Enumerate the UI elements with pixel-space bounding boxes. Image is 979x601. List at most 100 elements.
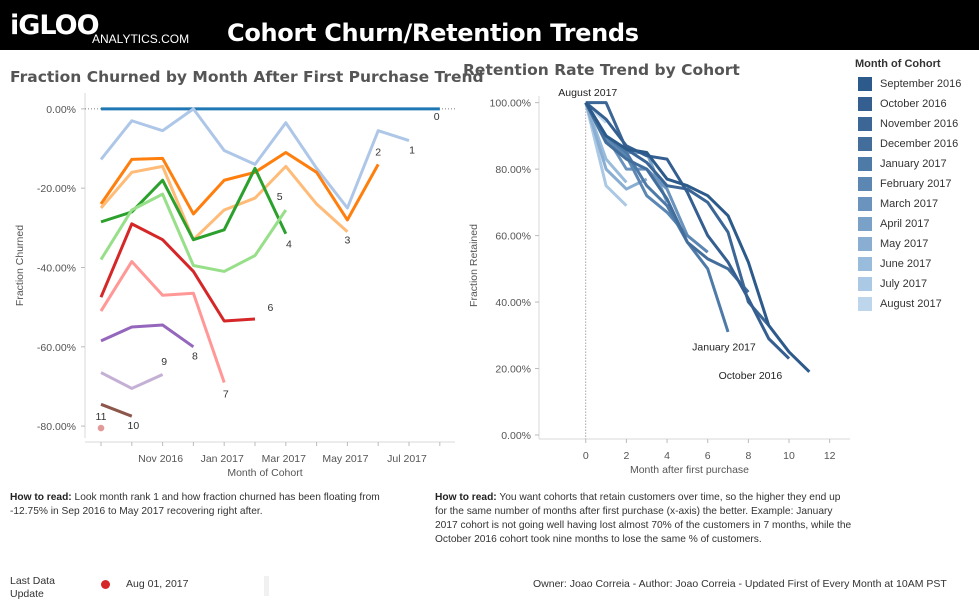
footer-credits: Owner: Joao Correia - Author: Joao Corre… <box>533 578 947 590</box>
y-tick-label: 0.00% <box>46 104 76 116</box>
series-end-label: 2 <box>375 147 381 159</box>
y-tick-label: 20.00% <box>495 364 531 376</box>
legend-swatch <box>858 297 872 311</box>
howto-left-label: How to read: <box>10 492 72 503</box>
series-end-label: 6 <box>267 302 273 314</box>
series-line-rank-10[interactable] <box>100 402 133 418</box>
series-end-label: 11 <box>96 411 107 423</box>
y-tick-label: 40.00% <box>495 297 531 309</box>
status-dot-icon <box>101 580 110 589</box>
series-point-rank-11[interactable] <box>97 424 105 432</box>
legend-item[interactable]: February 2017 <box>855 174 979 194</box>
series-line-rank-9[interactable] <box>100 371 164 390</box>
legend-label: August 2017 <box>880 298 942 310</box>
series-end-label: 4 <box>286 239 292 251</box>
footer-divider <box>264 576 269 596</box>
x-tick-label: 0 <box>583 450 589 462</box>
legend-item[interactable]: November 2016 <box>855 114 979 134</box>
series-end-label: 1 <box>409 145 415 157</box>
legend-item[interactable]: December 2016 <box>855 134 979 154</box>
series-end-label: 3 <box>344 235 350 247</box>
owner-label: Owner: <box>533 578 567 590</box>
legend-item[interactable]: July 2017 <box>855 274 979 294</box>
legend-label: January 2017 <box>880 158 947 170</box>
series-end-label: 5 <box>277 191 283 203</box>
legend-item[interactable]: January 2017 <box>855 154 979 174</box>
legend-label: February 2017 <box>880 178 952 190</box>
legend-item[interactable]: April 2017 <box>855 214 979 234</box>
cohort-line[interactable] <box>584 101 709 254</box>
cohort-line[interactable] <box>584 102 648 191</box>
x-tick-label: Nov 2016 <box>138 453 183 465</box>
x-tick-label: May 2017 <box>322 453 368 465</box>
series-end-label: 7 <box>223 389 229 401</box>
y-tick-label: 80.00% <box>495 164 531 176</box>
cohort-line[interactable] <box>585 101 770 327</box>
cohort-annotation: January 2017 <box>692 341 756 353</box>
legend-swatch <box>858 77 872 91</box>
legend-swatch <box>858 257 872 271</box>
churn-trend-chart[interactable]: 0.00% -20.00% -40.00% -60.00% -80.00% Nov 201… <box>0 88 460 488</box>
retention-trend-chart[interactable]: 0.00% 20.00% 40.00% 60.00% 80.00% 100.00% 0 2 4 6… <box>455 80 855 488</box>
cohort-line[interactable] <box>584 101 791 360</box>
legend-label: November 2016 <box>880 118 959 130</box>
y-axis-title: Fraction Churned <box>14 225 26 306</box>
legend-item[interactable]: September 2016 <box>855 74 979 94</box>
igloo-logo[interactable]: iGLOO <box>10 10 100 41</box>
howto-left-text: Look month rank 1 and how fraction churn… <box>10 492 380 517</box>
x-tick-label: 8 <box>745 450 751 462</box>
series-line-rank-3[interactable] <box>99 164 349 242</box>
legend-swatch <box>858 237 872 251</box>
legend-swatch <box>858 137 872 151</box>
legend-swatch <box>858 177 872 191</box>
howto-right-text: You want cohorts that retain customers o… <box>435 492 852 545</box>
y-tick-label: -80.00% <box>37 421 76 433</box>
x-tick-label: 10 <box>783 450 795 462</box>
legend-label: April 2017 <box>880 218 930 230</box>
cohort-line[interactable] <box>584 101 750 294</box>
cohort-annotation: October 2016 <box>719 370 783 382</box>
legend-swatch <box>858 97 872 111</box>
cohort-line[interactable] <box>584 101 811 373</box>
series-end-label: 8 <box>192 350 198 362</box>
x-tick-label: 12 <box>824 450 836 462</box>
legend-item[interactable]: May 2017 <box>855 234 979 254</box>
x-axis-title: Month after first purchase <box>630 464 749 476</box>
legend-swatch <box>858 277 872 291</box>
x-tick-label: Jan 2017 <box>201 453 244 465</box>
legend-label: March 2017 <box>880 198 939 210</box>
series-line-rank-5[interactable] <box>99 192 288 273</box>
legend-item[interactable]: August 2017 <box>855 294 979 314</box>
series-line-rank-7[interactable] <box>99 260 226 383</box>
cohort-line[interactable] <box>584 102 628 207</box>
legend-label: September 2016 <box>880 78 962 90</box>
legend-swatch <box>858 157 872 171</box>
legend-label: June 2017 <box>880 258 932 270</box>
series-end-label: 9 <box>161 356 167 368</box>
x-tick-label: Jul 2017 <box>387 453 427 465</box>
cohort-annotation: August 2017 <box>558 87 617 99</box>
y-tick-label: 0.00% <box>501 430 531 442</box>
x-tick-label: 4 <box>664 450 670 462</box>
y-tick-label: -20.00% <box>37 183 76 195</box>
owner-value: Joao Correia - <box>566 578 639 590</box>
series-end-label: 10 <box>127 420 139 432</box>
last-data-label: Last Data Update <box>10 575 55 600</box>
howto-left: How to read: Look month rank 1 and how f… <box>10 491 420 519</box>
legend-label: December 2016 <box>880 138 959 150</box>
y-tick-label: 100.00% <box>490 98 531 110</box>
legend-label: May 2017 <box>880 238 929 250</box>
howto-right: How to read: You want cohorts that retai… <box>435 491 855 547</box>
series-line-rank-1[interactable] <box>99 107 410 210</box>
legend-label: July 2017 <box>880 278 928 290</box>
dashboard-title: Cohort Churn/Retention Trends <box>227 19 639 47</box>
legend-item[interactable]: March 2017 <box>855 194 979 214</box>
series-line-rank-6[interactable] <box>99 222 256 323</box>
series-line-rank-2[interactable] <box>99 150 380 222</box>
legend-item[interactable]: June 2017 <box>855 254 979 274</box>
legend-swatch <box>858 197 872 211</box>
right-chart-title: Retention Rate Trend by Cohort <box>463 61 740 79</box>
legend-item[interactable]: October 2016 <box>855 94 979 114</box>
last-data-value: Aug 01, 2017 <box>126 578 189 590</box>
series-line-rank-8[interactable] <box>100 323 195 349</box>
